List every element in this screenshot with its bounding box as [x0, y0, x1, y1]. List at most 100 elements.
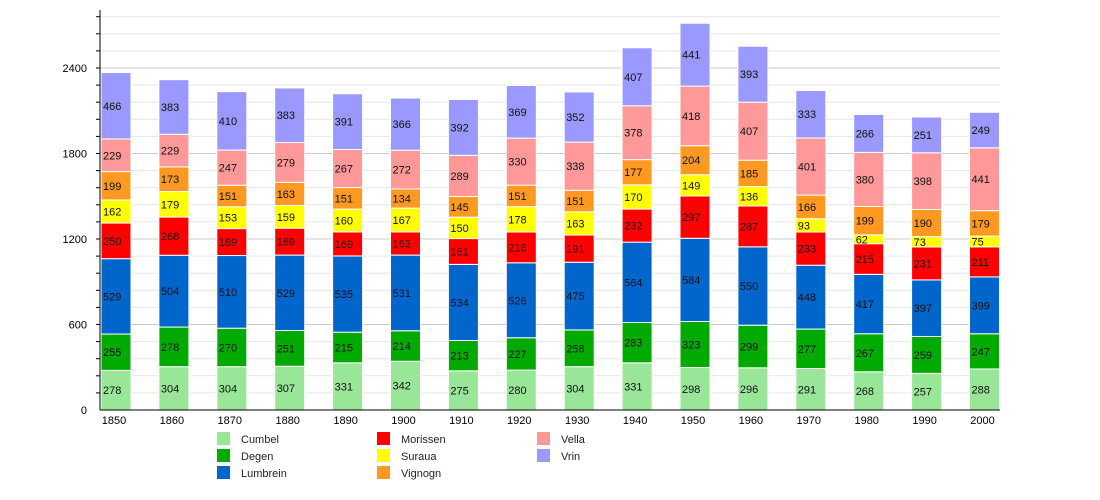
data-label: 173 — [161, 174, 179, 186]
legend-label: Degen — [241, 451, 273, 463]
data-label: 233 — [798, 244, 816, 256]
bar-segment-cumbel — [563, 366, 595, 411]
data-label: 167 — [393, 215, 411, 227]
x-tick-label: 1870 — [218, 415, 242, 427]
data-label: 277 — [798, 344, 816, 356]
data-label: 283 — [624, 338, 642, 350]
x-tick-label: 1920 — [507, 415, 531, 427]
data-label: 278 — [103, 385, 121, 397]
bar-segment-lumbrein — [216, 255, 248, 329]
data-label: 268 — [161, 231, 179, 243]
data-label: 287 — [740, 221, 758, 233]
data-label: 291 — [798, 384, 816, 396]
bar-segment-lumbrein — [390, 254, 421, 332]
data-label: 529 — [103, 291, 121, 303]
data-label: 251 — [277, 343, 295, 355]
data-label: 535 — [335, 289, 353, 301]
bar-segment-cumbel — [911, 372, 943, 411]
bar-segment-degen — [332, 331, 364, 364]
bar-segment-vrin — [158, 79, 190, 135]
bar-segment-vrin — [795, 90, 827, 139]
data-label: 62 — [856, 234, 868, 246]
data-label: 199 — [856, 216, 874, 228]
bar-segment-vella — [969, 147, 1000, 212]
legend-swatch — [377, 466, 390, 479]
data-label: 323 — [682, 340, 700, 352]
data-label: 418 — [682, 111, 700, 123]
data-label: 275 — [450, 385, 468, 397]
bar-segment-vrin — [563, 91, 595, 143]
data-label: 204 — [682, 155, 700, 167]
data-label: 159 — [277, 212, 295, 224]
data-label: 331 — [624, 381, 642, 393]
data-label: 179 — [161, 199, 179, 211]
bar-segment-degen — [911, 335, 943, 374]
data-label: 280 — [508, 385, 526, 397]
bar-segment-morissen — [216, 228, 248, 257]
data-label: 333 — [798, 109, 816, 121]
data-label: 380 — [856, 174, 874, 186]
x-tick-label: 1850 — [102, 415, 126, 427]
bar-segment-cumbel — [100, 369, 132, 411]
legend-item-lumbrein: Lumbrein — [217, 466, 287, 480]
data-label: 272 — [393, 165, 411, 177]
data-label: 160 — [335, 215, 353, 227]
legend-item-morissen: Morissen — [377, 432, 446, 446]
data-label: 189 — [219, 237, 237, 249]
data-label: 150 — [450, 223, 468, 235]
data-label: 304 — [219, 383, 237, 395]
legend-swatch — [537, 432, 550, 445]
data-label: 216 — [508, 242, 526, 254]
data-label: 531 — [393, 288, 411, 300]
bar-segment-vella — [216, 149, 248, 186]
bar-segment-vignogn — [911, 209, 943, 238]
bar-segment-degen — [969, 333, 1000, 370]
data-label: 342 — [393, 381, 411, 393]
data-label: 267 — [856, 348, 874, 360]
data-label: 166 — [798, 202, 816, 214]
data-label: 178 — [508, 214, 526, 226]
data-label: 550 — [740, 281, 758, 293]
bar-segment-cumbel — [795, 368, 827, 411]
bar-segment-vella — [158, 133, 190, 168]
bar-segment-cumbel — [679, 367, 711, 411]
bar-segment-vignogn — [158, 166, 190, 193]
data-label: 232 — [624, 221, 642, 233]
data-label: 153 — [219, 213, 237, 225]
x-tick-label: 1910 — [449, 415, 473, 427]
bar-segment-lumbrein — [100, 258, 132, 335]
bar-segment-vrin — [853, 113, 885, 153]
bar-segment-suraua — [505, 206, 537, 233]
data-label: 270 — [219, 342, 237, 354]
data-label: 448 — [798, 292, 816, 304]
bar-segment-vrin — [332, 93, 364, 151]
data-label: 258 — [566, 343, 584, 355]
bar-segment-vrin — [969, 111, 1000, 149]
bar-segment-lumbrein — [969, 276, 1000, 335]
data-label: 170 — [624, 192, 642, 204]
data-label: 288 — [972, 384, 990, 396]
data-label: 73 — [914, 237, 926, 249]
data-label: 75 — [972, 236, 984, 248]
legend-item-vrin: Vrin — [537, 449, 580, 463]
x-tick-label: 1940 — [623, 415, 647, 427]
data-label: 251 — [914, 130, 932, 142]
data-label: 163 — [277, 189, 295, 201]
data-label: 564 — [624, 277, 642, 289]
x-tick-label: 1950 — [681, 415, 705, 427]
data-label: 407 — [740, 126, 758, 138]
data-label: 151 — [566, 196, 584, 208]
x-tick-label: 1900 — [391, 415, 415, 427]
bar-segment-vignogn — [737, 159, 769, 188]
bar-segment-lumbrein — [332, 255, 364, 333]
data-label: 510 — [219, 287, 237, 299]
data-label: 338 — [566, 161, 584, 173]
legend-label: Vella — [561, 434, 586, 446]
bar-segment-morissen — [332, 231, 364, 257]
bar-segment-vrin — [447, 98, 479, 156]
bar-segment-vella — [911, 152, 943, 211]
data-label: 417 — [856, 299, 874, 311]
bar-segment-vrin — [911, 116, 943, 154]
bar-segment-vella — [737, 101, 769, 161]
